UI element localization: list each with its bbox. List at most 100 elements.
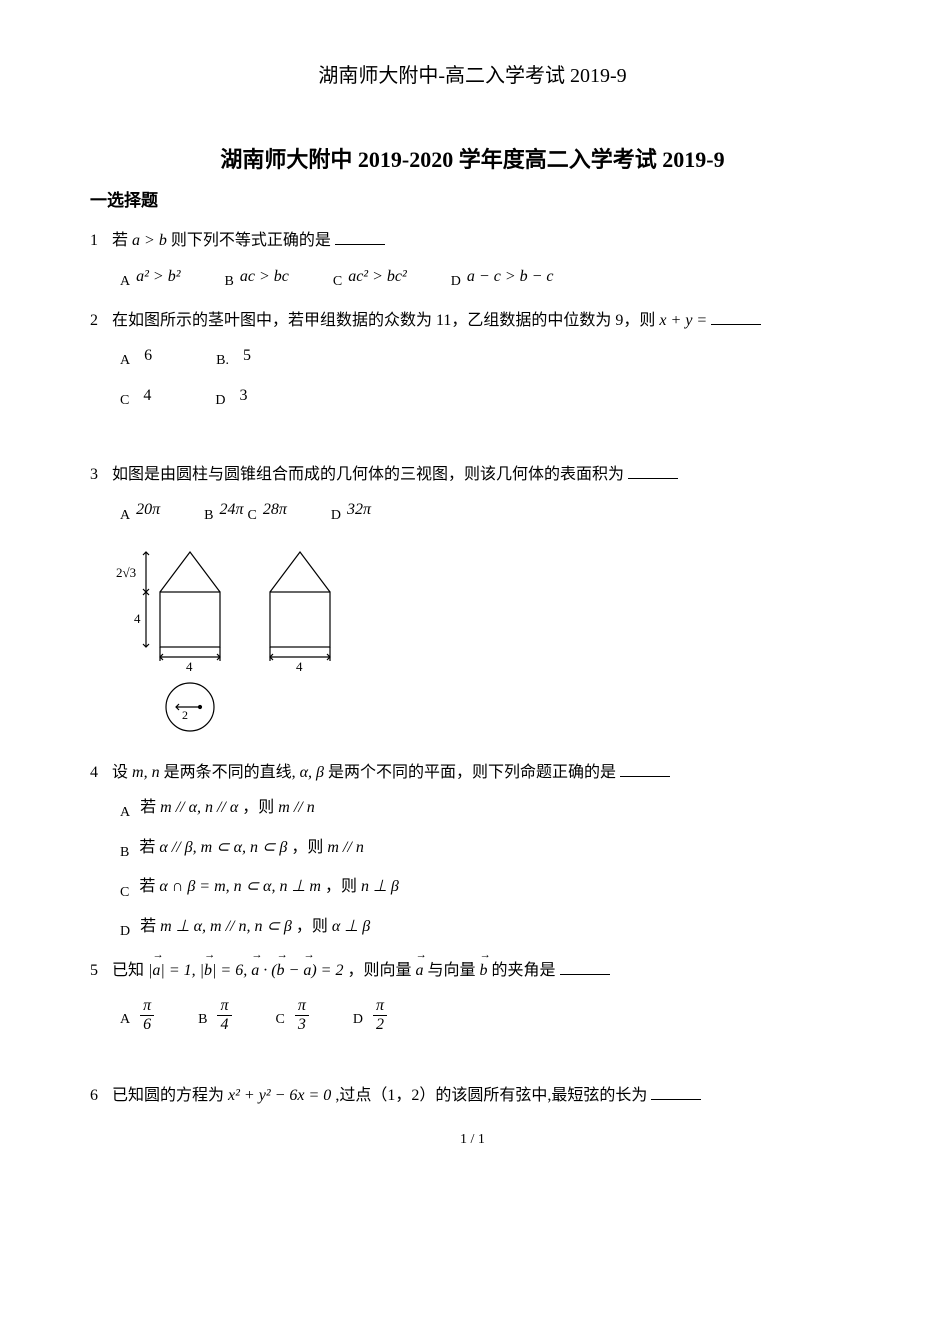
frac-den: 2 bbox=[373, 1016, 387, 1034]
frac-den: 3 bbox=[295, 1016, 309, 1034]
q5-stem-d: 的夹角是 bbox=[492, 962, 556, 979]
blank bbox=[711, 308, 761, 325]
opt-label: B bbox=[120, 845, 129, 860]
q4-stem-c: 是两个不同的平面，则下列命题正确的是 bbox=[328, 764, 616, 781]
dim-cone-h: 2√3 bbox=[116, 565, 136, 580]
opt-pre: 若 bbox=[139, 878, 155, 895]
q5-vb: b bbox=[480, 958, 488, 984]
frac-num: π bbox=[217, 997, 231, 1016]
opt-pre: 若 bbox=[140, 918, 156, 935]
q-number: 6 bbox=[90, 1083, 108, 1109]
q-number: 4 bbox=[90, 760, 108, 786]
opt-res: m // n bbox=[327, 839, 363, 856]
opt-label: A bbox=[120, 1012, 130, 1027]
q4-ab: α, β bbox=[300, 764, 324, 781]
page-number: 1 / 1 bbox=[90, 1129, 855, 1151]
opt-pre: 若 bbox=[139, 839, 155, 856]
blank bbox=[335, 228, 385, 245]
opt-val: 4 bbox=[143, 387, 151, 404]
opt-val: 28π bbox=[263, 501, 287, 518]
dim-radius: 2 bbox=[182, 708, 188, 722]
frac-num: π bbox=[140, 997, 154, 1016]
opt-label: B bbox=[198, 1012, 207, 1027]
opt-res: α ⊥ β bbox=[332, 918, 370, 935]
q6-stem-a: 已知圆的方程为 bbox=[112, 1087, 224, 1104]
question-2: 2 在如图所示的茎叶图中，若甲组数据的众数为 11，乙组数据的中位数为 9，则 … bbox=[90, 308, 855, 334]
opt-expr: a − c > b − c bbox=[467, 268, 554, 285]
opt-label: C bbox=[120, 393, 129, 408]
blank bbox=[620, 760, 670, 777]
opt-label: D bbox=[451, 274, 461, 289]
question-3: 3 如图是由圆柱与圆锥组合而成的几何体的三视图，则该几何体的表面积为 bbox=[90, 462, 855, 488]
opt-label: A bbox=[120, 805, 130, 820]
question-1: 1 若 a > b 则下列不等式正确的是 bbox=[90, 228, 855, 254]
blank bbox=[651, 1083, 701, 1100]
q-number: 2 bbox=[90, 308, 108, 334]
opt-label: A bbox=[120, 274, 130, 289]
q6-stem-b: ,过点（1，2）的该圆所有弦中,最短弦的长为 bbox=[335, 1087, 647, 1104]
opt-label: C bbox=[276, 1012, 285, 1027]
q4-stem-b: 是两条不同的直线, bbox=[164, 764, 296, 781]
q5-stem-a: 已知 bbox=[112, 962, 144, 979]
section-heading: 一选择题 bbox=[90, 187, 855, 214]
opt-expr: ac² > bc² bbox=[348, 268, 407, 285]
question-6: 6 已知圆的方程为 x² + y² − 6x = 0 ,过点（1，2）的该圆所有… bbox=[90, 1083, 855, 1109]
dim-cyl-h: 4 bbox=[134, 611, 141, 626]
q1-cond: a > b bbox=[132, 232, 167, 249]
q1-stem-b: 则下列不等式正确的是 bbox=[171, 232, 331, 249]
opt-val: 5 bbox=[243, 347, 251, 364]
opt-label: C bbox=[120, 885, 129, 900]
opt-val: 6 bbox=[144, 347, 152, 364]
question-4: 4 设 m, n 是两条不同的直线, α, β 是两个不同的平面，则下列命题正确… bbox=[90, 760, 855, 786]
q4-mn: m, n bbox=[132, 764, 160, 781]
exam-title: 湖南师大附中 2019-2020 学年度高二入学考试 2019-9 bbox=[90, 142, 855, 177]
opt-label: A bbox=[120, 353, 130, 368]
frac-den: 4 bbox=[217, 1016, 231, 1034]
opt-label: D bbox=[331, 508, 341, 523]
q3-stem: 如图是由圆柱与圆锥组合而成的几何体的三视图，则该几何体的表面积为 bbox=[112, 466, 624, 483]
q5-stem-c: 与向量 bbox=[427, 962, 475, 979]
frac-num: π bbox=[373, 997, 387, 1016]
opt-label: D bbox=[353, 1012, 363, 1027]
q-number: 1 bbox=[90, 228, 108, 254]
opt-mid: ，则 bbox=[291, 839, 323, 856]
opt-label: C bbox=[333, 274, 342, 289]
q1-options: Aa² > b² Bac > bc Cac² > bc² Da − c > b … bbox=[120, 264, 855, 294]
q2-expr: x + y = bbox=[659, 312, 707, 329]
opt-val: 32π bbox=[347, 501, 371, 518]
opt-label: C bbox=[248, 508, 257, 523]
q5-stem-b: ，则向量 bbox=[347, 962, 411, 979]
blank bbox=[560, 958, 610, 975]
opt-val: 20π bbox=[136, 501, 160, 518]
q5-va: a bbox=[415, 958, 423, 984]
blank bbox=[628, 462, 678, 479]
q4-stem-a: 设 bbox=[112, 764, 128, 781]
opt-label: B bbox=[225, 274, 234, 289]
question-5: 5 已知 |a| = 1, |b| = 6, a · (b − a) = 2 ，… bbox=[90, 958, 855, 984]
opt-label: D bbox=[120, 924, 130, 939]
opt-cond: α // β, m ⊂ α, n ⊂ β bbox=[159, 839, 287, 856]
opt-expr: ac > bc bbox=[240, 268, 289, 285]
opt-label: B bbox=[204, 508, 213, 523]
opt-res: m // n bbox=[278, 799, 314, 816]
opt-mid: ，则 bbox=[296, 918, 328, 935]
opt-cond: m // α, n // α bbox=[160, 799, 238, 816]
opt-label: D bbox=[215, 393, 225, 408]
q5-options: A π6 B π4 C π3 D π2 bbox=[120, 997, 855, 1033]
opt-label: B. bbox=[216, 353, 229, 368]
opt-val: 24π bbox=[219, 501, 243, 518]
opt-expr: a² > b² bbox=[136, 268, 180, 285]
q-number: 5 bbox=[90, 958, 108, 984]
opt-cond: m ⊥ α, m // n, n ⊂ β bbox=[160, 918, 292, 935]
opt-label: A bbox=[120, 508, 130, 523]
q6-eq: x² + y² − 6x = 0 bbox=[228, 1087, 331, 1104]
opt-cond: α ∩ β = m, n ⊂ α, n ⊥ m bbox=[159, 878, 321, 895]
opt-val: 3 bbox=[239, 387, 247, 404]
frac-den: 6 bbox=[140, 1016, 154, 1034]
q2-options-row2: C 4 D 3 bbox=[120, 383, 855, 413]
q5-eq: |a| = 1, |b| = 6, a · (b − a) = 2 bbox=[148, 962, 347, 979]
dim-base1: 4 bbox=[186, 659, 193, 674]
opt-mid: ，则 bbox=[325, 878, 357, 895]
q2-options-row1: A 6 B. 5 bbox=[120, 343, 855, 373]
frac-num: π bbox=[295, 997, 309, 1016]
